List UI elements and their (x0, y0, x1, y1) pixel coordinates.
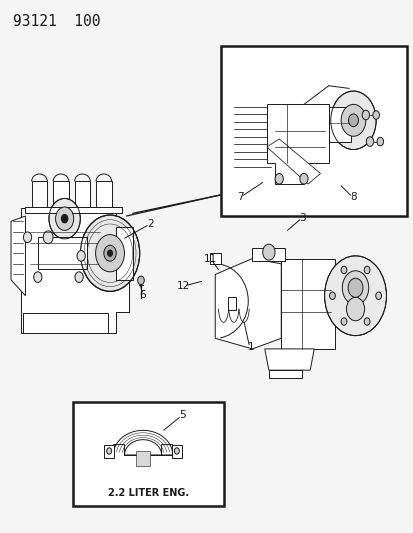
Bar (53, 181, 69, 208)
Circle shape (80, 215, 140, 292)
Text: 12: 12 (177, 281, 190, 291)
Circle shape (23, 232, 31, 243)
Text: 2.2 LITER ENG.: 2.2 LITER ENG. (107, 488, 188, 498)
Circle shape (43, 231, 53, 244)
Circle shape (342, 271, 368, 305)
Circle shape (324, 256, 386, 336)
Circle shape (33, 272, 42, 282)
Text: 1: 1 (247, 342, 254, 352)
Circle shape (363, 318, 369, 325)
Bar (25, 207, 122, 213)
Text: 6: 6 (139, 289, 145, 300)
Circle shape (329, 292, 335, 300)
Circle shape (107, 250, 112, 256)
Polygon shape (23, 313, 108, 333)
Circle shape (330, 91, 375, 150)
Circle shape (299, 173, 307, 184)
Text: 3: 3 (299, 213, 305, 223)
Circle shape (138, 276, 144, 285)
Bar (31, 181, 47, 208)
Bar (221, 46, 406, 216)
Bar (104, 445, 114, 458)
Circle shape (174, 448, 179, 454)
Circle shape (361, 110, 369, 120)
Circle shape (75, 272, 83, 282)
Bar (135, 451, 150, 466)
Bar (210, 253, 220, 264)
Circle shape (340, 266, 346, 273)
Text: 5: 5 (178, 410, 185, 421)
Circle shape (77, 251, 85, 261)
Bar (252, 248, 285, 261)
Text: 93121  100: 93121 100 (13, 14, 100, 29)
Polygon shape (113, 430, 172, 455)
Circle shape (262, 244, 274, 260)
Circle shape (274, 173, 282, 184)
Polygon shape (11, 216, 25, 296)
Bar (227, 297, 235, 310)
Bar (171, 445, 181, 458)
Circle shape (340, 318, 346, 325)
Bar (268, 370, 301, 378)
Bar (74, 181, 90, 208)
Circle shape (372, 111, 379, 119)
Circle shape (95, 235, 124, 272)
Circle shape (107, 448, 112, 454)
Bar (116, 227, 133, 280)
Bar (328, 107, 351, 142)
Bar (280, 259, 334, 349)
Polygon shape (215, 259, 280, 349)
Bar (38, 237, 87, 269)
Bar (96, 181, 112, 208)
Circle shape (104, 245, 116, 261)
Circle shape (49, 198, 80, 239)
Circle shape (346, 297, 364, 321)
Polygon shape (266, 104, 328, 184)
Circle shape (376, 138, 383, 146)
Circle shape (340, 104, 365, 136)
Bar (73, 402, 223, 506)
Text: 8: 8 (350, 192, 356, 203)
Circle shape (348, 114, 358, 127)
Polygon shape (266, 139, 320, 184)
Circle shape (366, 137, 373, 147)
Polygon shape (21, 208, 128, 333)
Polygon shape (264, 349, 313, 370)
Text: 7: 7 (236, 192, 243, 203)
Circle shape (347, 278, 362, 297)
Circle shape (55, 207, 74, 230)
Text: 11: 11 (204, 254, 217, 264)
Text: 2: 2 (147, 219, 153, 229)
Circle shape (61, 214, 68, 223)
Circle shape (375, 292, 381, 300)
Circle shape (363, 266, 369, 273)
